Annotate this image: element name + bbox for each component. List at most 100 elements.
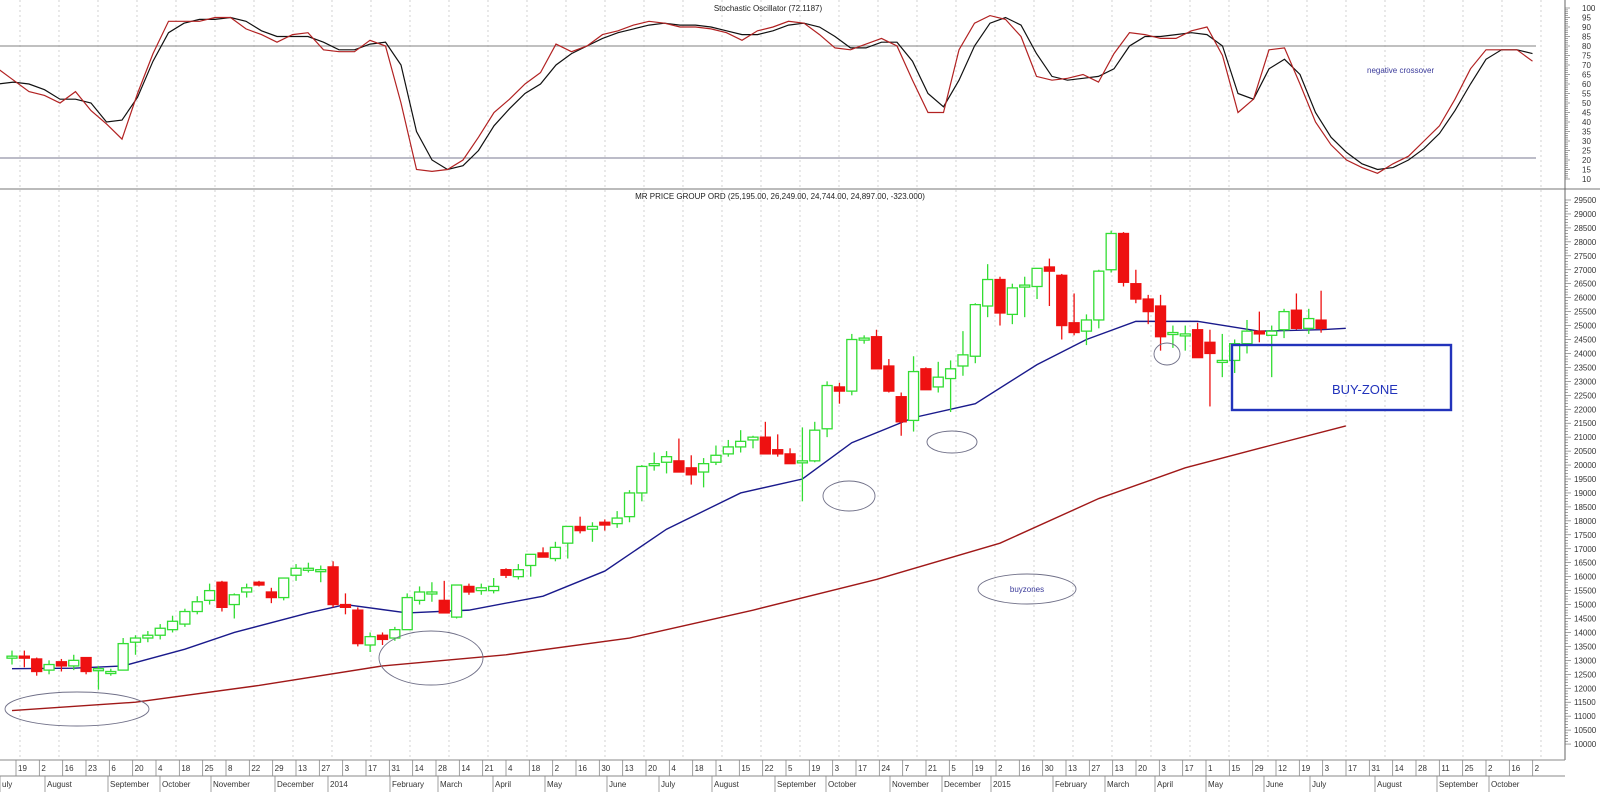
month-label: October: [162, 780, 191, 789]
candle: [1117, 232, 1130, 287]
price-tick-label: 20500: [1574, 447, 1597, 456]
candle: [759, 421, 771, 455]
candle: [944, 360, 957, 413]
stoch-tick-label: 15: [1582, 166, 1591, 175]
month-label: June: [1266, 780, 1284, 789]
candle: [31, 657, 43, 676]
candle: [833, 382, 846, 404]
price-tick-label: 13500: [1574, 642, 1597, 651]
day-label: 20: [135, 764, 144, 773]
candle: [105, 668, 117, 676]
buyzones-ellipse: [977, 573, 1077, 605]
candle: [1105, 230, 1117, 273]
candle: [438, 580, 450, 614]
month-label: August: [714, 780, 740, 789]
candle: [1154, 294, 1167, 351]
price-tick-label: 16000: [1574, 573, 1597, 582]
stoch-tick-label: 90: [1582, 23, 1591, 32]
candle: [1031, 267, 1043, 300]
candle: [216, 580, 228, 612]
day-label: 4: [671, 764, 676, 773]
day-label: 28: [1418, 764, 1427, 773]
day-label: 15: [741, 764, 750, 773]
candle: [315, 565, 327, 583]
day-label: 24: [881, 764, 890, 773]
day-label: 18: [181, 764, 190, 773]
month-label: September: [777, 780, 816, 789]
stochastic-panel: Stochastic Oscillator (72.1187) negative…: [0, 4, 1536, 174]
month-label: uly: [2, 780, 12, 789]
candle: [710, 445, 722, 466]
candle: [1266, 325, 1278, 378]
candle: [450, 584, 463, 619]
day-label: 16: [65, 764, 74, 773]
candle: [1315, 290, 1327, 333]
price-tick-label: 19500: [1574, 475, 1597, 484]
month-label: October: [828, 780, 857, 789]
day-label: 14: [1395, 764, 1404, 773]
price-tick-label: 13000: [1574, 656, 1597, 665]
price-tick-label: 17000: [1574, 545, 1597, 554]
candle: [537, 547, 549, 558]
price-panel: MR PRICE GROUP ORD (25,195.00, 26,249.00…: [4, 192, 1453, 727]
day-label: 13: [298, 764, 307, 773]
price-tick-label: 25500: [1574, 308, 1597, 317]
candle: [166, 615, 179, 633]
month-label: August: [47, 780, 73, 789]
candle: [685, 455, 697, 485]
candle: [1093, 269, 1105, 329]
candle: [191, 596, 203, 615]
day-label: 17: [1348, 764, 1357, 773]
candle: [203, 583, 216, 605]
price-tick-label: 15500: [1574, 587, 1597, 596]
price-tick-label: 16500: [1574, 559, 1597, 568]
stoch-tick-label: 25: [1582, 147, 1591, 156]
stoch-tick-label: 65: [1582, 71, 1591, 80]
candle: [253, 580, 265, 587]
stoch-tick-label: 30: [1582, 137, 1591, 146]
candle: [611, 511, 623, 528]
candle: [907, 356, 920, 432]
day-label: 22: [251, 764, 260, 773]
x-axis: 19 2 16 23 6 20 4 18 25 8 22 29 13 27 3 17 31 14 28 14 21 4 18…: [0, 759, 1565, 792]
month-label: May: [547, 780, 562, 789]
buy-zone-label: BUY-ZONE: [1332, 382, 1398, 397]
candle: [129, 635, 142, 655]
day-label: 17: [1185, 764, 1194, 773]
day-label: 21: [928, 764, 937, 773]
candle: [870, 329, 883, 370]
price-tick-label: 29500: [1574, 196, 1597, 205]
price-tick-label: 29000: [1574, 210, 1597, 219]
day-label: 28: [438, 764, 447, 773]
short-moving-average: [11, 320, 1346, 670]
day-label: 14: [461, 764, 470, 773]
price-tick-label: 10500: [1574, 726, 1597, 735]
candle: [1204, 329, 1216, 407]
day-label: 13: [1068, 764, 1077, 773]
support-ellipse-dec-2014: [926, 430, 978, 454]
day-label: 23: [88, 764, 97, 773]
day-label: 30: [601, 764, 610, 773]
price-tick-label: 23500: [1574, 363, 1597, 372]
candle: [327, 561, 339, 608]
candle: [809, 421, 821, 463]
month-label: July: [661, 780, 675, 789]
price-tick-label: 26000: [1574, 294, 1597, 303]
day-label: 2: [555, 764, 560, 773]
candle: [55, 658, 68, 672]
stoch-tick-label: 35: [1582, 128, 1591, 137]
day-label: 3: [345, 764, 350, 773]
candle: [68, 654, 80, 671]
price-tick-label: 12500: [1574, 670, 1597, 679]
day-label: 3: [1325, 764, 1330, 773]
day-label: 7: [905, 764, 910, 773]
day-label: 18: [695, 764, 704, 773]
candle: [376, 632, 389, 646]
candle: [43, 660, 55, 675]
day-label: 27: [321, 764, 330, 773]
candle: [92, 665, 105, 690]
month-label: November: [892, 780, 929, 789]
candle: [401, 593, 413, 631]
day-label: 16: [578, 764, 587, 773]
